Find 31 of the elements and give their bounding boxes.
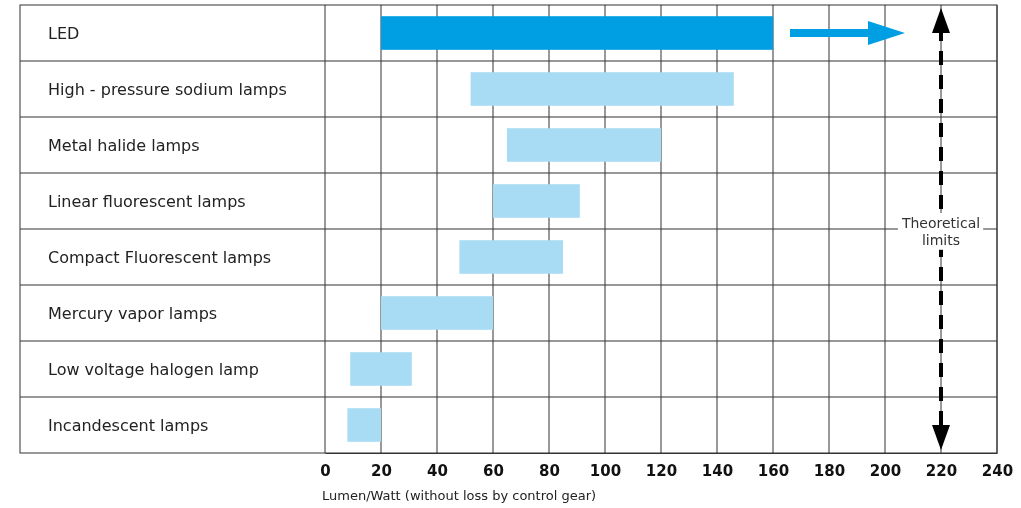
- x-tick-label: 120: [645, 461, 678, 480]
- x-axis-title: Lumen/Watt (without loss by control gear): [322, 488, 597, 503]
- y-tick-label: Compact Fluorescent lamps: [48, 247, 272, 267]
- y-tick-label: Low voltage halogen lamp: [48, 359, 259, 379]
- bar: [347, 408, 381, 442]
- x-tick-label: 100: [589, 461, 622, 480]
- ref-line-label: Theoretical limits: [900, 215, 981, 248]
- x-tick-label: 60: [483, 461, 504, 480]
- bar: [507, 128, 661, 162]
- x-tick-label: 220: [925, 461, 958, 480]
- y-tick-label: Linear fluorescent lamps: [48, 191, 246, 211]
- x-tick-label: 140: [701, 461, 734, 480]
- x-tick-label: 200: [869, 461, 902, 480]
- x-tick-label: 20: [371, 461, 392, 480]
- x-tick-label: 40: [427, 461, 448, 480]
- bar: [350, 352, 412, 386]
- y-tick-label: High - pressure sodium lamps: [48, 79, 287, 99]
- y-tick-label: Incandescent lamps: [48, 415, 209, 435]
- y-tick-label: Mercury vapor lamps: [48, 303, 218, 323]
- bar: [493, 184, 580, 218]
- x-tick-label: 160: [757, 461, 790, 480]
- bar: [459, 240, 563, 274]
- bar: [470, 72, 734, 106]
- x-tick-label: 80: [539, 461, 560, 480]
- x-tick-label: 180: [813, 461, 846, 480]
- x-tick-label: 240: [981, 461, 1014, 480]
- x-tick-label: 0: [320, 461, 331, 480]
- y-tick-label: LED: [48, 23, 80, 43]
- bar: [381, 296, 493, 330]
- y-tick-label: Metal halide lamps: [48, 135, 200, 155]
- bar: [381, 16, 773, 50]
